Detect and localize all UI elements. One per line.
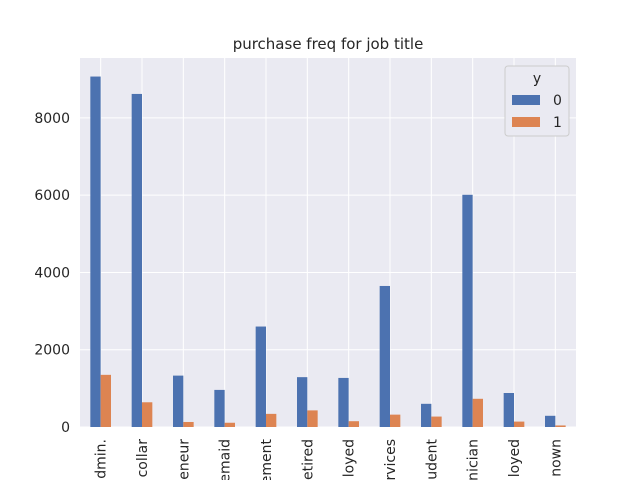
bar-series-0-1 [131, 93, 142, 428]
bar-series-1-4 [266, 413, 277, 427]
y-tick-labels: 0 2000 4000 6000 8000 [34, 111, 70, 436]
x-tick-label: rvices [383, 439, 399, 480]
legend-title: y [533, 71, 541, 87]
bar-series-0-9 [462, 194, 473, 427]
bar-series-1-10 [514, 421, 525, 427]
chart-title: purchase freq for job title [233, 35, 424, 53]
legend-label-series-1: 1 [553, 115, 562, 131]
y-tick-label: 6000 [34, 188, 70, 204]
x-tick-label: dmin. [94, 439, 110, 479]
x-tick-label: nown [548, 439, 564, 477]
x-tick-label: udent [424, 439, 440, 480]
bar-series-0-10 [503, 392, 514, 427]
y-tick-label: 2000 [34, 343, 70, 359]
plot-background [80, 58, 576, 427]
x-tick-label: nician [466, 439, 482, 480]
bar-series-0-4 [255, 326, 266, 427]
bar-series-0-7 [379, 285, 390, 427]
bar-series-1-1 [142, 402, 153, 427]
bar-series-0-11 [545, 415, 556, 427]
bar-series-0-2 [173, 375, 184, 427]
bar-series-1-11 [555, 425, 566, 427]
legend-label-series-0: 0 [553, 93, 562, 109]
bar-series-0-6 [338, 377, 349, 427]
legend-swatch-series-0 [512, 95, 540, 105]
bar-series-1-3 [224, 422, 235, 427]
x-tick-label: loyed [342, 439, 358, 477]
x-tick-labels: dmin. collar eneur emaid ement etired loyed rvi… [94, 438, 565, 480]
x-tick-label: loyed [507, 439, 523, 477]
x-tick-label: eneur [176, 439, 192, 480]
bar-series-1-0 [100, 374, 111, 427]
bar-series-1-8 [431, 416, 442, 427]
x-tick-label: ement [259, 438, 275, 480]
legend-swatch-series-1 [512, 117, 540, 127]
bars [90, 76, 566, 428]
bar-series-1-2 [183, 421, 194, 427]
bar-series-1-7 [390, 414, 401, 427]
legend: y 0 1 [504, 65, 570, 137]
x-tick-label: collar [135, 439, 151, 478]
y-tick-label: 0 [61, 420, 70, 436]
bar-series-1-5 [307, 410, 318, 427]
bar-series-0-8 [421, 403, 432, 427]
y-tick-label: 4000 [34, 265, 70, 281]
bar-series-0-5 [297, 377, 308, 427]
bar-series-0-0 [90, 76, 101, 427]
x-tick-label: etired [300, 439, 316, 480]
x-tick-label: emaid [218, 439, 234, 480]
y-tick-label: 8000 [34, 111, 70, 127]
bar-series-0-3 [214, 389, 225, 427]
bar-series-1-6 [348, 421, 359, 427]
bar-series-1-9 [472, 398, 483, 427]
